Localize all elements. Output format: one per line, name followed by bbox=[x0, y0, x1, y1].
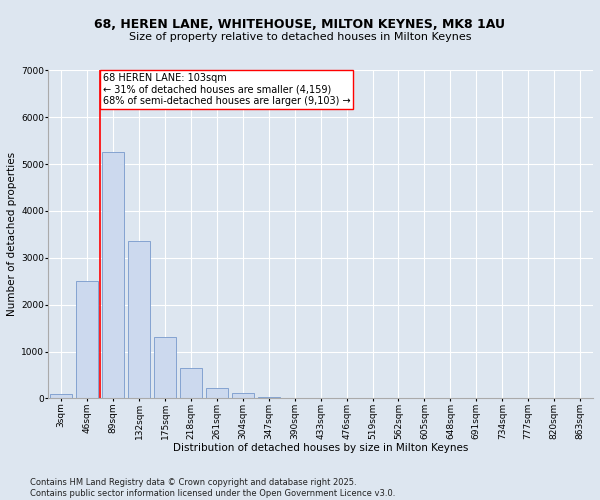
Text: 68 HEREN LANE: 103sqm
← 31% of detached houses are smaller (4,159)
68% of semi-d: 68 HEREN LANE: 103sqm ← 31% of detached … bbox=[103, 73, 350, 106]
Bar bbox=[232, 392, 254, 398]
Bar bbox=[102, 152, 124, 398]
Y-axis label: Number of detached properties: Number of detached properties bbox=[7, 152, 17, 316]
Bar bbox=[76, 281, 98, 398]
Text: Size of property relative to detached houses in Milton Keynes: Size of property relative to detached ho… bbox=[129, 32, 471, 42]
Bar bbox=[128, 242, 150, 398]
Text: 68, HEREN LANE, WHITEHOUSE, MILTON KEYNES, MK8 1AU: 68, HEREN LANE, WHITEHOUSE, MILTON KEYNE… bbox=[95, 18, 505, 30]
Bar bbox=[206, 388, 228, 398]
X-axis label: Distribution of detached houses by size in Milton Keynes: Distribution of detached houses by size … bbox=[173, 443, 469, 453]
Bar bbox=[258, 397, 280, 398]
Bar bbox=[154, 338, 176, 398]
Bar bbox=[50, 394, 72, 398]
Text: Contains HM Land Registry data © Crown copyright and database right 2025.
Contai: Contains HM Land Registry data © Crown c… bbox=[30, 478, 395, 498]
Bar bbox=[180, 368, 202, 398]
